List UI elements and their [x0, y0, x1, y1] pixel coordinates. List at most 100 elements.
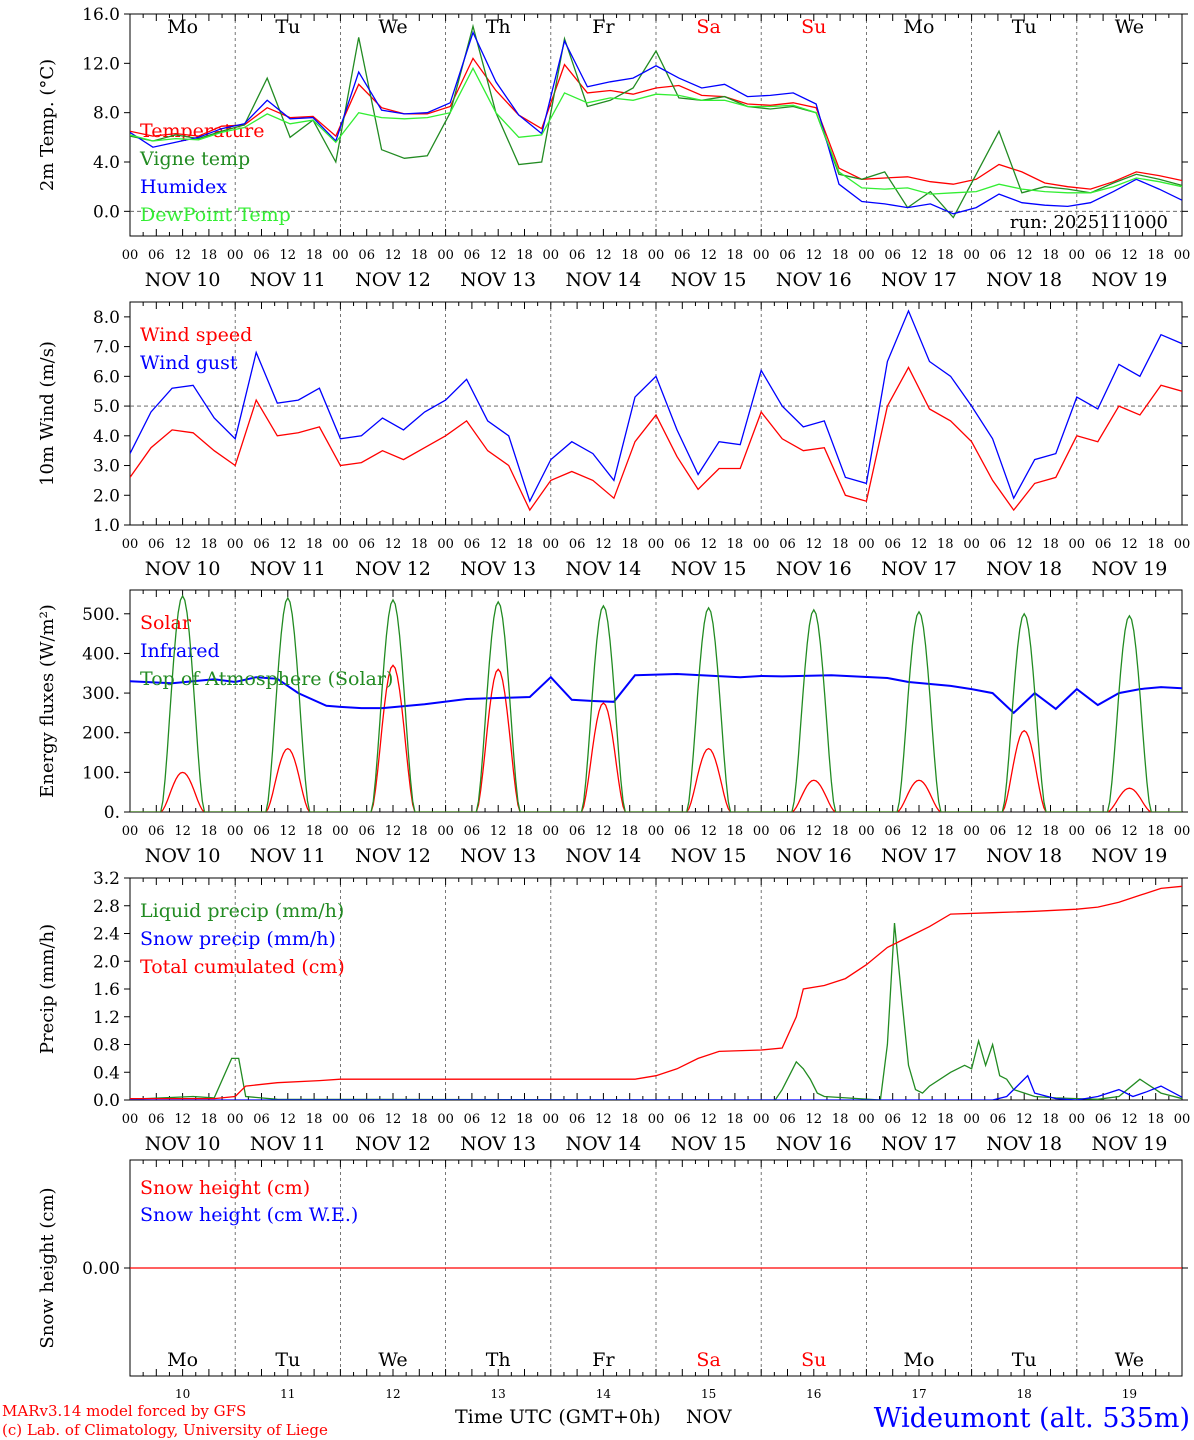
hour-tick-label: 12	[280, 1112, 297, 1127]
series-line-humidex	[130, 30, 1182, 215]
series-line-dewpoint-temp	[130, 66, 1182, 195]
hour-tick-label: 06	[884, 1112, 901, 1127]
hour-tick-label: 12	[490, 537, 507, 552]
y-axis-label: Energy fluxes (W/m²)	[37, 604, 58, 798]
series-line-top-of-atmosphere-solar-	[130, 594, 1182, 812]
legend-entry: Infrared	[140, 640, 220, 662]
date-label: NOV 18	[986, 269, 1062, 291]
hour-tick-label: 00	[753, 248, 770, 263]
date-label: NOV 16	[776, 269, 852, 291]
legend-entry: Vigne temp	[139, 148, 250, 170]
hour-tick-label: 06	[358, 248, 375, 263]
hour-tick-label: 12	[911, 1112, 928, 1127]
series-line-solar	[130, 664, 1182, 812]
hour-tick-label: 00	[332, 824, 349, 839]
y-axis-label: Precip (mm/h)	[37, 924, 58, 1054]
hour-tick-label: 00	[543, 248, 560, 263]
hour-tick-label: 12	[385, 1112, 402, 1127]
hour-tick-label: 12	[174, 248, 191, 263]
date-label: NOV 17	[881, 845, 957, 867]
hour-tick-label: 12	[490, 824, 507, 839]
series-line-vigne-temp	[130, 23, 1182, 219]
hour-tick-label: 06	[779, 1112, 796, 1127]
date-label: NOV 12	[355, 269, 431, 291]
hour-tick-label: 12	[280, 248, 297, 263]
hour-tick-label: 18	[516, 537, 533, 552]
hour-tick-label: 18	[411, 537, 428, 552]
legend-entry: Solar	[140, 612, 192, 634]
day-of-week-label: Sa	[696, 1349, 720, 1371]
date-label: NOV 11	[250, 1133, 326, 1155]
series-line-wind-gust	[130, 309, 1182, 503]
date-label: NOV 14	[565, 1133, 641, 1155]
hour-tick-label: 06	[148, 1112, 165, 1127]
model-credit: MARv3.14 model forced by GFS	[2, 1402, 246, 1420]
hour-tick-label: 00	[543, 824, 560, 839]
hour-tick-label: 06	[464, 824, 481, 839]
series-line-infrared	[130, 672, 1182, 715]
day-of-week-label: Mo	[904, 1349, 935, 1371]
y-tick-label: 300.	[82, 684, 120, 704]
legend-entry: Snow height (cm W.E.)	[140, 1204, 358, 1226]
hour-tick-label: 18	[1042, 248, 1059, 263]
y-tick-label: 4.0	[93, 153, 120, 173]
day-of-week-label: We	[1115, 1349, 1144, 1371]
y-tick-label: 4.0	[93, 427, 120, 447]
date-label: NOV 19	[1091, 845, 1167, 867]
hour-tick-label: 06	[464, 248, 481, 263]
day-of-week-label: Su	[801, 1349, 826, 1371]
y-tick-label: 0.8	[93, 1036, 120, 1056]
hour-tick-label: 00	[122, 537, 139, 552]
date-label: NOV 10	[145, 558, 221, 580]
date-label: NOV 19	[1091, 1133, 1167, 1155]
hour-tick-label: 12	[595, 537, 612, 552]
hour-tick-label: 18	[516, 1112, 533, 1127]
day-number-label: 12	[385, 1387, 400, 1401]
hour-tick-label: 18	[937, 537, 954, 552]
y-tick-label: 2.8	[93, 897, 120, 917]
hour-tick-label: 00	[1174, 537, 1191, 552]
panel-2: 8.0 7.0 6.0 5.0 4.0 3.0 2.0 1.0 10m Wind (m/s) Wi…	[37, 301, 1191, 580]
hour-tick-label: 12	[385, 248, 402, 263]
day-number-label: 10	[175, 1387, 190, 1401]
legend-entry: Total cumulated (cm)	[140, 956, 345, 978]
y-tick-label: 400.	[82, 644, 120, 664]
date-label: NOV 18	[986, 558, 1062, 580]
day-number-label: 17	[911, 1387, 926, 1401]
hour-tick-label: 18	[937, 824, 954, 839]
date-label: NOV 16	[776, 845, 852, 867]
hour-tick-label: 12	[700, 537, 717, 552]
series-line-snow-precip-mm-h-	[130, 1074, 1182, 1100]
hour-tick-label: 00	[227, 248, 244, 263]
hour-tick-label: 12	[1016, 248, 1033, 263]
y-tick-label: 0.4	[93, 1063, 120, 1083]
series-line-liquid-precip-mm-h-	[130, 923, 1182, 1100]
date-label: NOV 11	[250, 269, 326, 291]
hour-tick-label: 12	[280, 537, 297, 552]
hour-tick-label: 12	[1121, 1112, 1138, 1127]
hour-tick-label: 00	[963, 824, 980, 839]
hour-tick-label: 00	[227, 1112, 244, 1127]
hour-tick-label: 00	[332, 248, 349, 263]
hour-tick-label: 12	[595, 248, 612, 263]
date-label: NOV 13	[460, 269, 536, 291]
day-number-label: 13	[491, 1387, 506, 1401]
y-tick-label: 0.00	[82, 1259, 120, 1279]
hour-tick-label: 00	[437, 248, 454, 263]
y-axis-label: 2m Temp. (°C)	[37, 59, 58, 191]
hour-tick-label: 00	[648, 824, 665, 839]
y-tick-label: 100.	[82, 763, 120, 783]
hour-tick-label: 12	[1121, 824, 1138, 839]
series-line-temperature	[130, 57, 1182, 190]
day-of-week-label: Mo	[904, 16, 935, 38]
hour-tick-label: 18	[516, 824, 533, 839]
hour-tick-label: 06	[1095, 537, 1112, 552]
hour-tick-label: 06	[990, 824, 1007, 839]
hour-tick-label: 06	[990, 537, 1007, 552]
hour-tick-label: 18	[516, 248, 533, 263]
hour-tick-label: 12	[490, 248, 507, 263]
day-of-week-label: Tu	[1012, 16, 1037, 38]
date-label: NOV 11	[250, 558, 326, 580]
series-line-total-cumulated-cm-	[130, 885, 1182, 1100]
hour-tick-label: 18	[1147, 824, 1164, 839]
